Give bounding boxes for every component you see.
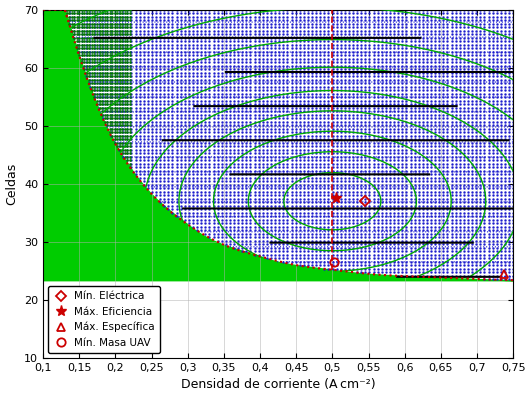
Legend: Mín. Eléctrica, Máx. Eficiencia, Máx. Específica, Mín. Masa UAV: Mín. Eléctrica, Máx. Eficiencia, Máx. Es…	[48, 286, 160, 353]
Y-axis label: Celdas: Celdas	[5, 163, 19, 205]
X-axis label: Densidad de corriente (A cm⁻²): Densidad de corriente (A cm⁻²)	[181, 378, 375, 391]
